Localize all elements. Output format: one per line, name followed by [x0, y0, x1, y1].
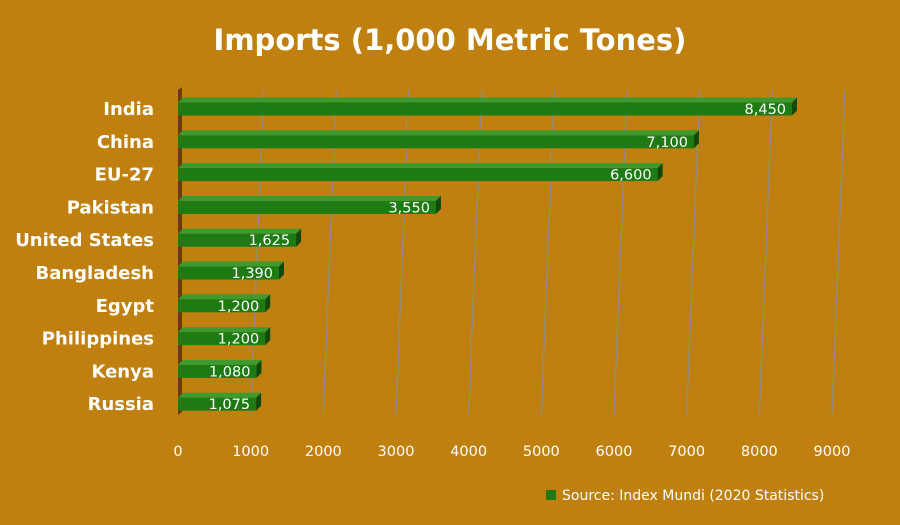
x-tick-label: 4000: [450, 444, 487, 460]
data-label: 8,450: [745, 102, 787, 118]
x-tick-label: 9000: [814, 444, 851, 460]
bar-end: [693, 130, 699, 149]
bar-group: [178, 392, 262, 411]
data-label: 1,075: [209, 397, 251, 413]
bar-top: [178, 195, 441, 201]
bar: [178, 102, 793, 116]
x-tick-label: 5000: [523, 444, 560, 460]
bar-end: [296, 228, 302, 247]
x-tick-label: 6000: [596, 444, 633, 460]
bar: [178, 364, 257, 378]
bar: [178, 397, 257, 411]
data-label: 3,550: [388, 200, 430, 216]
bar-group: [178, 195, 441, 214]
bar-end: [265, 294, 271, 313]
bar-top: [178, 359, 262, 365]
category-label: United States: [15, 230, 154, 251]
legend-swatch: [546, 490, 556, 500]
x-tick-label: 0: [173, 444, 182, 460]
x-tick-label: 7000: [668, 444, 705, 460]
category-label: Pakistan: [67, 197, 154, 218]
bar-group: [178, 163, 663, 182]
gridline: [831, 89, 846, 416]
data-label: 6,600: [610, 168, 652, 184]
category-label: China: [97, 132, 154, 153]
data-label: 1,200: [218, 299, 260, 315]
bar: [178, 266, 280, 280]
bar: [178, 332, 266, 346]
bar: [178, 135, 694, 149]
bar-group: [178, 130, 699, 149]
data-label: 1,390: [231, 266, 273, 282]
bar-top: [178, 228, 302, 234]
data-label: 1,200: [218, 332, 260, 348]
x-tick-label: 1000: [232, 444, 269, 460]
x-tick-label: 3000: [378, 444, 415, 460]
bar-end: [265, 327, 271, 346]
category-label: Egypt: [96, 296, 155, 317]
category-label: Kenya: [91, 361, 154, 382]
bar-top: [178, 97, 798, 103]
category-label: Bangladesh: [35, 263, 154, 284]
x-tick-label: 8000: [741, 444, 778, 460]
bar-end: [657, 163, 663, 182]
category-label: EU-27: [95, 165, 154, 186]
category-labels: India China EU-27 Pakistan United States Bang…: [15, 99, 154, 415]
bar-top: [178, 294, 271, 300]
bar-top: [178, 392, 262, 398]
gridline: [758, 89, 773, 416]
legend: Source: Index Mundi (2020 Statistics): [546, 488, 824, 504]
bar: [178, 168, 658, 182]
bar: [178, 233, 297, 247]
bar-group: [178, 261, 285, 280]
bar-end: [256, 392, 262, 411]
category-label: India: [103, 99, 154, 120]
bar-group: [178, 359, 262, 378]
bar-top: [178, 163, 663, 169]
data-label: 1,625: [249, 233, 291, 249]
category-label: Philippines: [42, 329, 154, 350]
data-label: 1,080: [209, 364, 251, 380]
bar-end: [279, 261, 285, 280]
bar-top: [178, 327, 271, 333]
bar-group: [178, 294, 271, 313]
bar: [178, 299, 266, 313]
x-tick-labels: 0 1000 2000 3000 4000 5000 6000 7000 8000 9000: [173, 444, 850, 460]
bar-top: [178, 261, 285, 267]
bar-top: [178, 130, 699, 136]
x-tick-label: 2000: [305, 444, 342, 460]
bar: [178, 200, 436, 214]
chart-title: Imports (1,000 Metric Tones): [214, 23, 687, 57]
bars-layer: 8,450 7,100 6,600 3,550 1,625 1,390 1,200 1,200…: [178, 97, 798, 413]
bar-end: [792, 97, 798, 116]
data-label: 7,100: [646, 135, 688, 151]
legend-label: Source: Index Mundi (2020 Statistics): [562, 488, 824, 504]
category-label: Russia: [88, 394, 154, 415]
bar-end: [435, 195, 441, 214]
bar-group: [178, 228, 302, 247]
bar-end: [256, 359, 262, 378]
bar-group: [178, 327, 271, 346]
bar-group: [178, 97, 798, 116]
